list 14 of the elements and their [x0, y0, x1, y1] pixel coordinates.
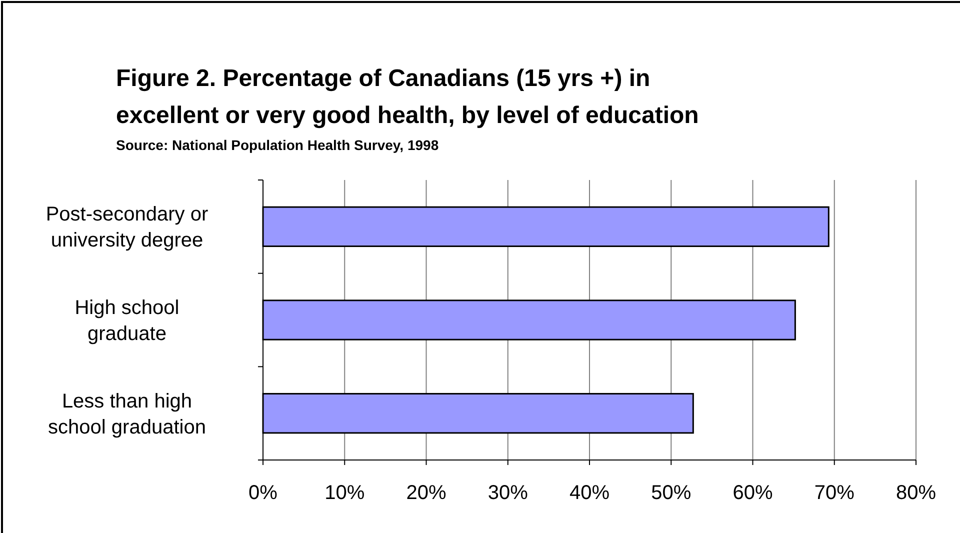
x-tick-label: 30%: [488, 482, 528, 504]
x-tick-label: 60%: [732, 482, 773, 504]
x-tick-label: 20%: [406, 482, 446, 504]
x-tick-label: 10%: [324, 482, 365, 504]
y-tick-label: Less than high school graduation: [48, 390, 206, 438]
y-tick-label: Post-secondary or university degree: [46, 204, 208, 252]
chart-title: Figure 2. Percentage of Canadians (15 yrs +) in excellent or very good health, by level of education: [116, 65, 699, 129]
x-tick-label: 80%: [896, 482, 936, 504]
x-tick-label: 40%: [569, 482, 610, 504]
x-tick-label: 70%: [814, 482, 855, 504]
chart-subtitle: Source: National Population Health Survey, 1998: [116, 137, 439, 153]
x-tick-label: 0%: [248, 482, 278, 504]
x-tick-label: 50%: [651, 482, 692, 504]
y-tick-label: High school graduate: [74, 297, 180, 345]
